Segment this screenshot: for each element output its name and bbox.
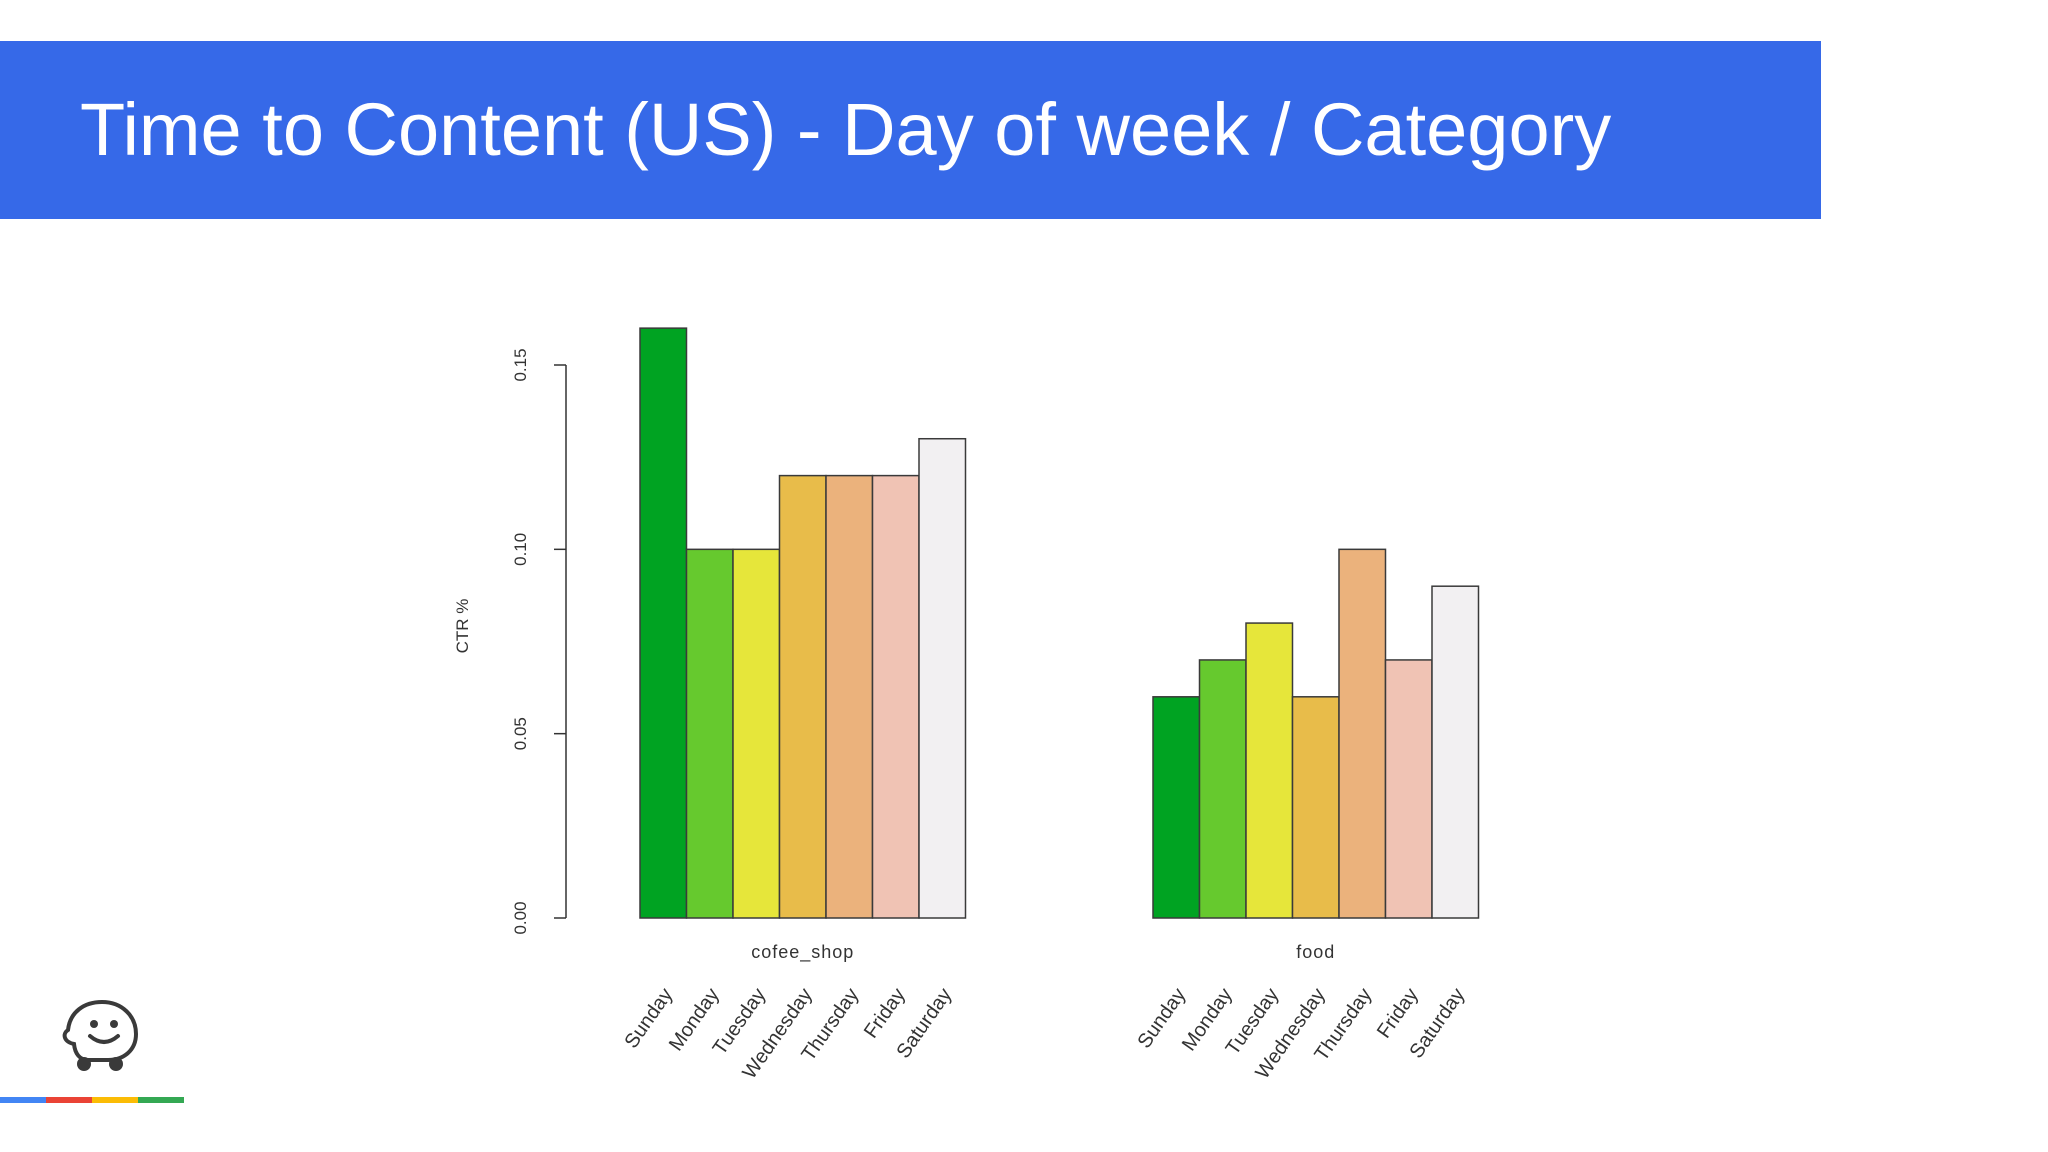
bar [732, 548, 781, 919]
brand-color-strip [0, 1097, 184, 1103]
y-axis-title: CTR % [453, 599, 472, 654]
group-label: food [1296, 942, 1335, 962]
y-tick-label: 0.15 [511, 348, 530, 381]
slide-title: Time to Content (US) - Day of week / Cat… [80, 88, 1612, 171]
bar [685, 548, 734, 919]
bar [1384, 659, 1433, 919]
strip-segment [138, 1097, 184, 1103]
bar [1152, 696, 1201, 919]
bar [1198, 659, 1247, 919]
bar [1431, 585, 1480, 919]
strip-segment [0, 1097, 46, 1103]
bar [825, 474, 874, 919]
bar [871, 474, 920, 919]
bar [918, 437, 967, 919]
y-tick-label: 0.10 [511, 533, 530, 566]
group-label: cofee_shop [751, 942, 854, 963]
strip-segment [46, 1097, 92, 1103]
y-tick-label: 0.00 [511, 901, 530, 934]
bar [1338, 548, 1387, 919]
y-tick-label: 0.05 [511, 717, 530, 750]
waze-smiley-icon [62, 999, 139, 1071]
bar [639, 327, 688, 919]
bar [1245, 622, 1294, 919]
strip-segment [92, 1097, 138, 1103]
title-bar [0, 41, 1821, 219]
category-label: Friday [860, 984, 910, 1042]
bar [1291, 696, 1340, 919]
category-label: Friday [1373, 984, 1423, 1042]
bar [778, 474, 827, 919]
